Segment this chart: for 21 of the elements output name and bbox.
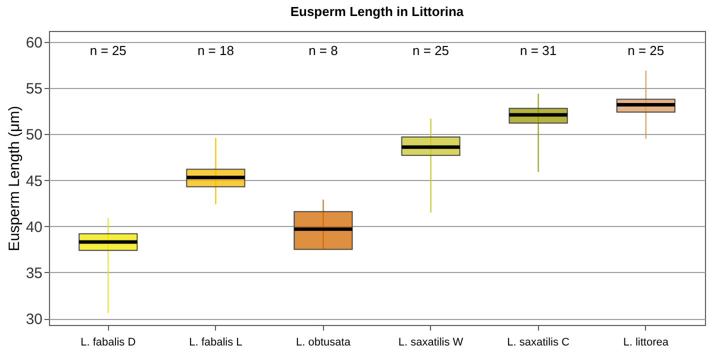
y-tick-label: 35 xyxy=(26,264,42,282)
x-tick-label: L. fabalis D xyxy=(80,336,136,348)
y-tick-label: 60 xyxy=(26,34,42,52)
annotation: n = 25 xyxy=(412,43,450,58)
x-tick-label: L. saxatilis C xyxy=(507,336,570,348)
y-tick-label: 45 xyxy=(26,172,42,190)
annotation: n = 31 xyxy=(520,43,557,58)
x-tick-label: L. littorea xyxy=(623,336,670,348)
x-tick-label: L. saxatilis W xyxy=(398,336,464,348)
y-tick-label: 40 xyxy=(26,218,42,236)
y-tick-label: 50 xyxy=(26,126,42,144)
annotation: n = 25 xyxy=(90,43,126,58)
x-tick-label: L. fabalis L xyxy=(189,336,242,348)
y-axis-title: Eusperm Length (μm) xyxy=(6,106,23,252)
y-tick-label: 30 xyxy=(26,311,42,328)
chart-title: Eusperm Length in Littorina xyxy=(290,4,464,19)
y-tick-label: 55 xyxy=(26,80,42,98)
annotation: n = 18 xyxy=(197,43,234,58)
annotation: n = 8 xyxy=(308,43,338,58)
x-tick-label: L. obtusata xyxy=(296,336,352,348)
annotation: n = 25 xyxy=(628,43,664,58)
